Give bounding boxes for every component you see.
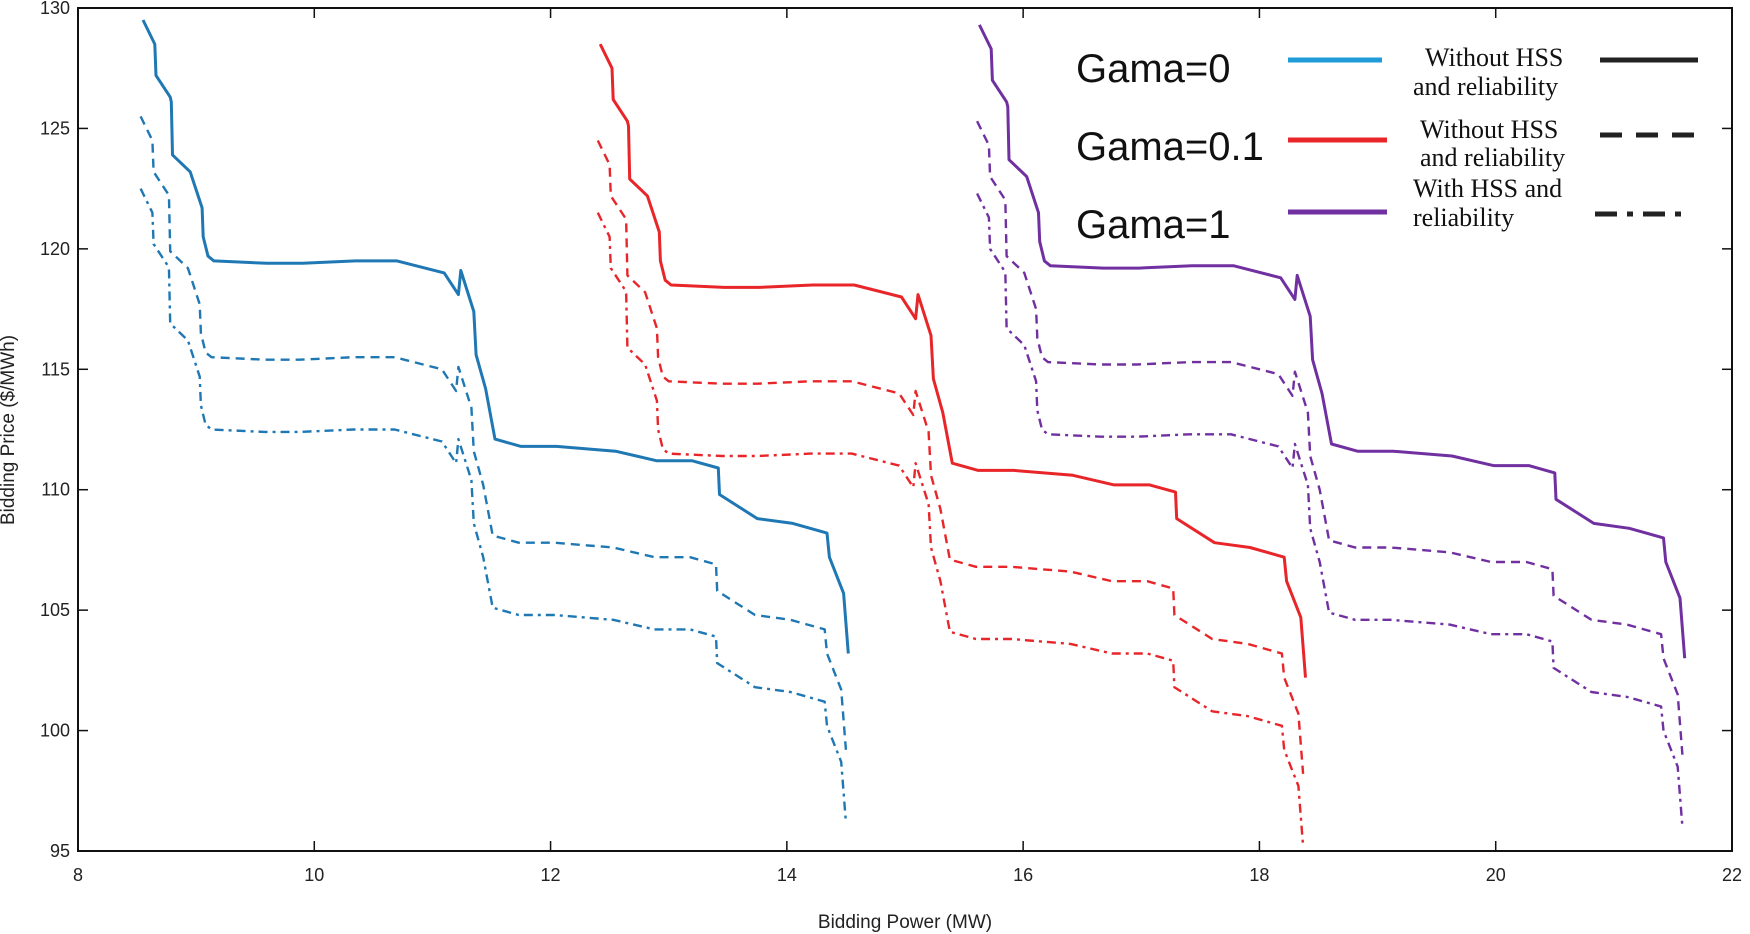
y-tick-label: 100	[40, 721, 70, 741]
x-tick-label: 12	[541, 865, 561, 885]
series-line-5	[596, 212, 1305, 847]
x-tick-label: 10	[304, 865, 324, 885]
series-line-4	[596, 139, 1305, 774]
y-axis: 95 100 105 110 115 120 125 130	[40, 0, 1732, 861]
y-tick-label: 125	[40, 118, 70, 138]
series-line-0	[141, 19, 850, 654]
legend-dashed-line2: and reliability	[1420, 143, 1565, 172]
x-axis-title: Bidding Power (MW)	[818, 912, 992, 933]
y-tick-label: 110	[41, 480, 70, 500]
x-tick-label: 8	[73, 865, 83, 885]
y-tick-label: 95	[50, 841, 70, 861]
series-line-8	[976, 192, 1684, 827]
legend-solid-line1: Without HSS	[1425, 43, 1563, 72]
series-line-6	[978, 24, 1687, 659]
x-tick-label: 22	[1722, 865, 1742, 885]
y-axis-title: Bidding Price ($/MWh)	[0, 335, 19, 525]
legend-gama-1-label: Gama=1	[1076, 203, 1231, 247]
legend: Gama=0 Gama=0.1 Gama=1 Without HSS and r…	[1076, 43, 1698, 247]
legend-solid-line2: and reliability	[1413, 72, 1558, 101]
legend-dashdot-line2: reliability	[1413, 203, 1514, 232]
x-axis: 8 10 12 14 16 18 20 22	[73, 8, 1742, 885]
legend-gama-0-label: Gama=0	[1076, 47, 1231, 91]
x-tick-label: 20	[1486, 865, 1506, 885]
plot-frame	[77, 7, 1733, 852]
x-tick-label: 18	[1249, 865, 1269, 885]
y-tick-label: 130	[40, 0, 70, 18]
series-line-7	[976, 120, 1684, 755]
y-tick-label: 115	[41, 359, 70, 379]
y-tick-label: 120	[40, 239, 70, 259]
legend-gama-01-label: Gama=0.1	[1076, 125, 1264, 169]
legend-dashed-line1: Without HSS	[1420, 115, 1558, 144]
legend-dashdot-line1: With HSS and	[1413, 174, 1562, 203]
series-line-1	[139, 115, 848, 750]
series-line-2	[139, 188, 848, 823]
series-line-3	[598, 43, 1307, 678]
series-layer	[139, 19, 1687, 847]
x-tick-label: 14	[777, 865, 797, 885]
y-tick-label: 105	[40, 600, 70, 620]
x-tick-label: 16	[1013, 865, 1033, 885]
